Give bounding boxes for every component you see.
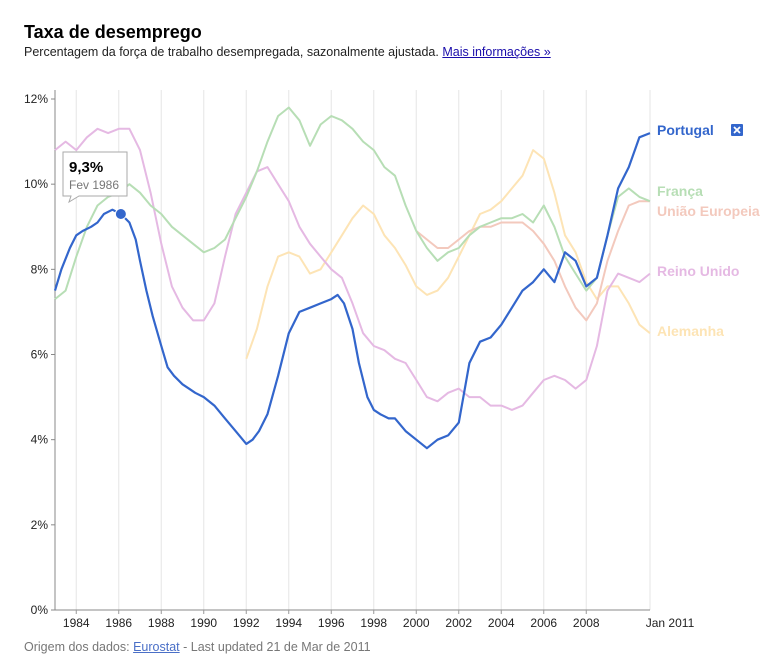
source-prefix: Origem dos dados: <box>24 640 130 654</box>
legend-label-portugal[interactable]: Portugal <box>657 122 714 138</box>
data-source-footer: Origem dos dados: Eurostat - Last update… <box>24 640 371 654</box>
legend-label-frança[interactable]: França <box>657 183 703 199</box>
x-tick-label: 1984 <box>63 616 90 630</box>
x-tick-label: 1990 <box>190 616 217 630</box>
series-line-união-europeia[interactable] <box>415 200 650 322</box>
y-axis: 0% 2% 4% 6% 8% 10% 12% <box>24 90 650 617</box>
legend-label-alemanha[interactable]: Alemanha <box>657 323 724 339</box>
tooltip: 9,3% Fev 1986 <box>62 151 128 220</box>
x-tick-label: 1998 <box>360 616 387 630</box>
series-line-alemanha[interactable] <box>245 149 651 360</box>
series-line-portugal[interactable] <box>53 132 651 450</box>
x-tick-label: 2006 <box>530 616 557 630</box>
y-tick-label: 12% <box>24 92 48 106</box>
legend-label-reino-unido[interactable]: Reino Unido <box>657 263 739 279</box>
legend-label-união-europeia[interactable]: União Europeia <box>657 203 760 219</box>
tooltip-date: Fev 1986 <box>69 178 119 192</box>
x-tick-label: 2008 <box>573 616 600 630</box>
y-tick-label: 6% <box>31 348 49 362</box>
x-tick-label: 1988 <box>148 616 175 630</box>
x-tick-label: 1994 <box>275 616 302 630</box>
more-info-link[interactable]: Mais informações » <box>442 45 551 59</box>
chart-title: Taxa de desemprego <box>24 22 202 42</box>
x-axis: 1984 1986 1988 1990 1992 1994 1996 1998 2000 2002… <box>63 610 695 630</box>
highlight-point[interactable] <box>114 207 127 220</box>
series-line-reino-unido[interactable] <box>54 127 651 411</box>
series-line-frança[interactable] <box>54 106 651 300</box>
x-tick-label: 2002 <box>445 616 472 630</box>
y-tick-label: 0% <box>31 603 49 617</box>
close-icon[interactable] <box>733 126 741 134</box>
chart-subtitle: Percentagem da força de trabalho desempr… <box>24 45 551 59</box>
tooltip-box <box>62 151 128 204</box>
subtitle-text: Percentagem da força de trabalho desempr… <box>24 45 439 59</box>
eurostat-link[interactable]: Eurostat <box>133 640 180 654</box>
x-tick-label: 1986 <box>105 616 132 630</box>
x-end-label: Jan 2011 <box>646 616 695 630</box>
y-tick-label: 10% <box>24 177 48 191</box>
series-lines[interactable] <box>53 106 651 450</box>
y-tick-label: 4% <box>31 433 49 447</box>
plot-area <box>55 90 650 610</box>
legend[interactable]: Portugal França União Europeia Reino Unido A… <box>657 122 760 339</box>
y-tick-label: 2% <box>31 518 49 532</box>
tooltip-value: 9,3% <box>69 159 103 176</box>
last-updated: - Last updated 21 de Mar de 2011 <box>183 640 371 654</box>
x-tick-label: 2000 <box>403 616 430 630</box>
grid <box>75 90 651 610</box>
y-tick-label: 8% <box>31 262 49 276</box>
x-tick-label: 2004 <box>488 616 515 630</box>
x-tick-label: 1996 <box>318 616 345 630</box>
x-tick-label: 1992 <box>233 616 260 630</box>
